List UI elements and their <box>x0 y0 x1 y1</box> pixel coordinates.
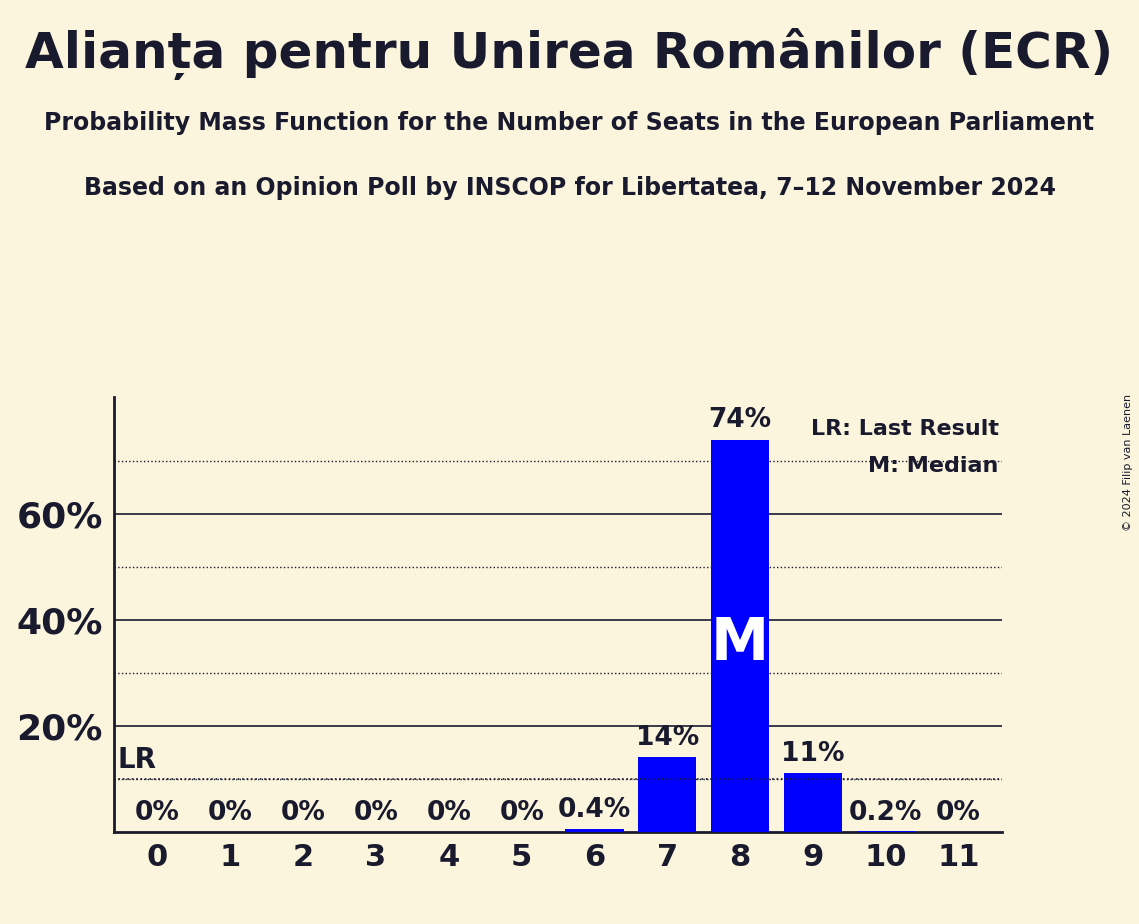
Text: 0%: 0% <box>208 800 253 826</box>
Text: 14%: 14% <box>636 725 699 751</box>
Bar <box>711 440 769 832</box>
Bar <box>638 758 696 832</box>
Text: M: M <box>711 615 769 672</box>
Text: Alianța pentru Unirea Românilor (ECR): Alianța pentru Unirea Românilor (ECR) <box>25 28 1114 79</box>
Text: © 2024 Filip van Laenen: © 2024 Filip van Laenen <box>1123 394 1133 530</box>
Text: 0.2%: 0.2% <box>849 800 923 826</box>
Bar <box>565 830 624 832</box>
Text: LR: Last Result: LR: Last Result <box>811 419 999 439</box>
Bar <box>857 831 915 832</box>
Text: 0%: 0% <box>281 800 326 826</box>
Text: 0.4%: 0.4% <box>558 797 631 823</box>
Text: 0%: 0% <box>353 800 399 826</box>
Text: 0%: 0% <box>136 800 180 826</box>
Text: 0%: 0% <box>426 800 472 826</box>
Text: 11%: 11% <box>781 741 845 767</box>
Text: 0%: 0% <box>499 800 544 826</box>
Text: LR: LR <box>117 747 156 774</box>
Text: Probability Mass Function for the Number of Seats in the European Parliament: Probability Mass Function for the Number… <box>44 111 1095 135</box>
Text: Based on an Opinion Poll by INSCOP for Libertatea, 7–12 November 2024: Based on an Opinion Poll by INSCOP for L… <box>83 176 1056 200</box>
Text: 74%: 74% <box>708 407 772 433</box>
Bar <box>784 773 842 832</box>
Text: 0%: 0% <box>936 800 981 826</box>
Text: M: Median: M: Median <box>868 456 999 476</box>
